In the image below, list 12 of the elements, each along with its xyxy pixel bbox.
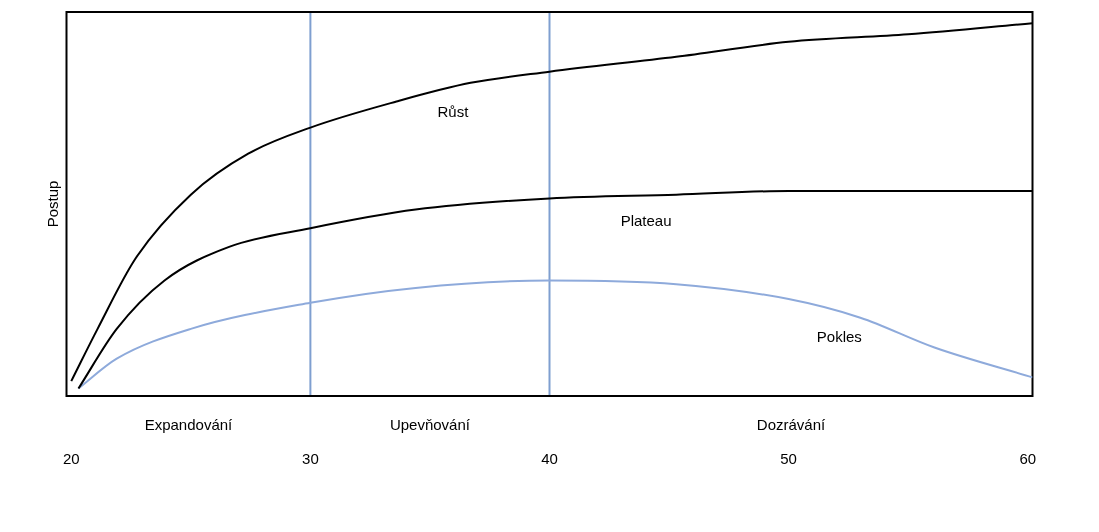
series-label: Pokles [816,328,862,346]
series-label: Plateau [620,211,672,229]
x-tick-label: 40 [541,450,558,468]
y-axis-title: Postup [43,180,61,228]
text: Dozrávání [756,416,827,434]
x-tick-label: 20 [62,450,80,468]
x-tick-label: 50 [780,450,797,468]
x-tick-label: 60 [1019,450,1037,468]
text: Expandování [144,416,234,434]
text: Upevňování [389,416,471,434]
x-tick-label: 30 [302,450,319,468]
series-label: Růst [437,103,470,121]
